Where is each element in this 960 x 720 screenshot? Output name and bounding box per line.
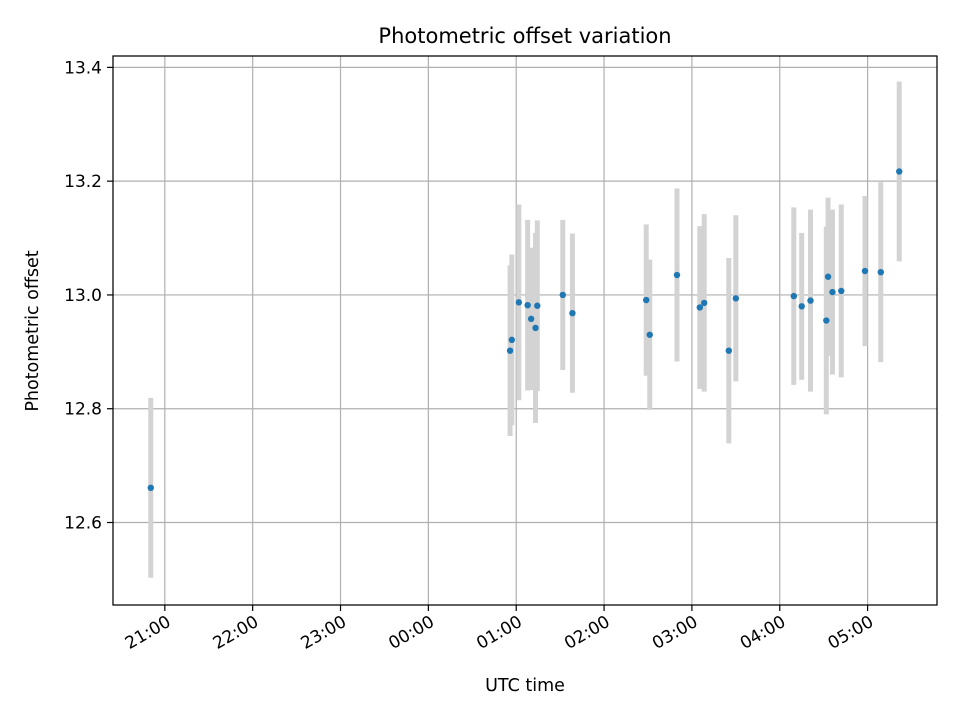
data-point [569, 309, 576, 317]
data-point [506, 347, 514, 354]
data-point [823, 317, 830, 324]
chart-title: Photometric offset variation [378, 24, 671, 48]
data-point [643, 296, 650, 304]
data-point [798, 303, 805, 310]
data-point [534, 302, 541, 309]
y-tick-label: 13.2 [64, 172, 102, 192]
x-axis-label: UTC time [485, 676, 565, 696]
grid [113, 56, 937, 605]
y-axis-label: Photometric offset [23, 250, 43, 411]
y-tick-label: 12.8 [64, 400, 102, 420]
data-point [515, 299, 523, 306]
data-point [696, 304, 704, 311]
y-tick-label: 12.6 [64, 514, 102, 534]
data-point [527, 315, 535, 323]
data-point [701, 299, 708, 307]
data-point [838, 287, 845, 295]
data-point [725, 347, 733, 354]
y-tick-label: 13.4 [64, 58, 102, 78]
plot-frame [112, 55, 938, 606]
data-point [824, 273, 832, 280]
data-point [532, 324, 539, 332]
data-point [896, 168, 903, 175]
data-point [524, 301, 531, 309]
y-tick-label: 13.0 [64, 286, 102, 306]
data-point [147, 484, 154, 492]
data-point [877, 268, 884, 276]
data-point [732, 295, 740, 302]
data-point [807, 297, 814, 304]
data-point [673, 271, 681, 279]
data-point [829, 288, 836, 296]
data-point [508, 336, 516, 344]
data-point [559, 291, 566, 299]
data-point [861, 267, 869, 275]
data-point [790, 292, 798, 300]
data-point [646, 331, 653, 338]
data-points [147, 168, 903, 492]
